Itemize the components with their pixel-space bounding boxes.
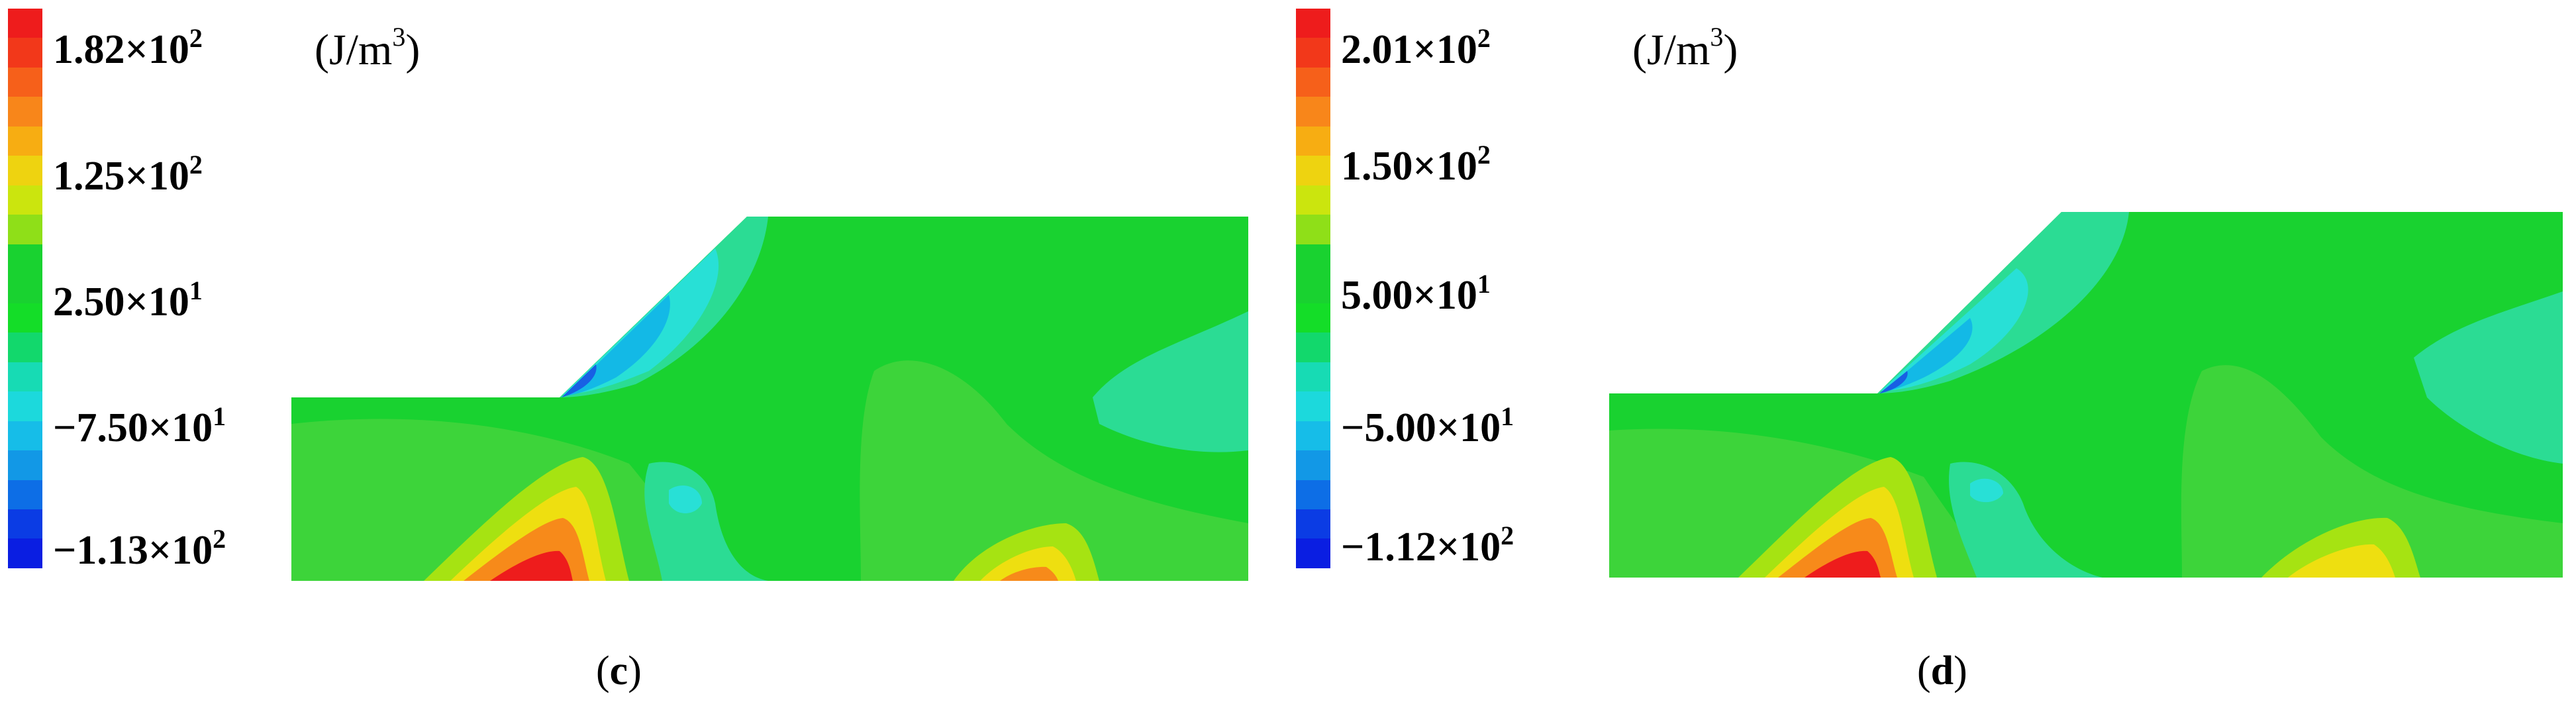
colorbar-band [8, 185, 42, 215]
colorbar-band [1296, 538, 1330, 568]
colorbar-band [1296, 509, 1330, 539]
slope-cyan-zone [563, 248, 719, 395]
teal-zone [2414, 291, 2563, 464]
colorbar-d-label-3: 5.00×101 [1341, 269, 1491, 318]
colorbar-band [8, 509, 42, 539]
colorbar-band [1296, 332, 1330, 362]
colorbar-band [8, 244, 42, 274]
colorbar-d [1296, 9, 1330, 568]
colorbar-d-label-1: 2.01×102 [1341, 23, 1491, 72]
colorbar-band [1296, 362, 1330, 392]
red-zone [490, 550, 573, 581]
colorbar-band [1296, 421, 1330, 451]
colorbar-band [8, 538, 42, 568]
colorbar-band [8, 9, 42, 38]
colorbar-band [8, 97, 42, 127]
lighter-green-zone [860, 360, 1248, 581]
panel-d: 2.01×102 1.50×102 5.00×101 −5.00×101 −1.… [1288, 0, 2576, 714]
colorbar-band [1296, 38, 1330, 68]
colorbar-band [1296, 303, 1330, 333]
colorbar-band [8, 450, 42, 480]
colorbar-d-label-4: −5.00×101 [1341, 401, 1514, 450]
caption-c: (c) [596, 648, 642, 693]
cyan-zone [669, 485, 702, 513]
colorbar-band [1296, 185, 1330, 215]
panel-c: 1.82×102 1.25×102 2.50×101 −7.50×101 −1.… [8, 9, 1248, 693]
colorbar-d-label-2: 1.50×102 [1341, 140, 1491, 189]
unit-label-c: (J/m3) [315, 22, 421, 75]
colorbar-c-label-2: 1.25×102 [53, 150, 203, 199]
colorbar-band [1296, 480, 1330, 509]
colorbar-band [8, 332, 42, 362]
colorbar-band [8, 391, 42, 421]
cyan-zone [1970, 478, 2003, 503]
red-zone [1805, 550, 1881, 578]
colorbar-band [1296, 67, 1330, 97]
colorbar-band [8, 156, 42, 185]
colorbar-band [8, 303, 42, 333]
colorbar-band [8, 480, 42, 509]
colorbar-c-label-5: −1.13×102 [53, 524, 226, 573]
colorbar-band [1296, 126, 1330, 156]
colorbar-band [8, 274, 42, 303]
slope-blue-zone [1879, 371, 1908, 393]
colorbar-band [1296, 450, 1330, 480]
contour-plot-c [291, 217, 1248, 581]
unit-label-d: (J/m3) [1632, 22, 1738, 75]
colorbar-c [8, 9, 42, 568]
colorbar-c-label-3: 2.50×101 [53, 276, 203, 325]
orange-zone [1000, 566, 1058, 581]
colorbar-c-label-1: 1.82×102 [53, 23, 203, 72]
colorbar-d-label-5: −1.12×102 [1341, 521, 1514, 570]
teal-zone [1093, 311, 1248, 452]
caption-d: (d) [1917, 648, 1967, 693]
colorbar-band [8, 67, 42, 97]
colorbar-band [1296, 391, 1330, 421]
yellow-zone [2288, 544, 2395, 578]
colorbar-band [1296, 9, 1330, 38]
colorbar-band [8, 215, 42, 244]
colorbar-band [8, 126, 42, 156]
colorbar-band [8, 421, 42, 451]
colorbar-c-label-4: −7.50×101 [53, 401, 226, 450]
contour-plot-d [1609, 212, 2563, 578]
lighter-green-zone [2181, 365, 2563, 578]
colorbar-band [1296, 156, 1330, 185]
colorbar-band [1296, 244, 1330, 274]
slope-blue-zone [562, 364, 597, 397]
colorbar-band [1296, 215, 1330, 244]
colorbar-band [1296, 97, 1330, 127]
colorbar-band [8, 362, 42, 392]
colorbar-band [8, 38, 42, 68]
slope-cyan-zone [1881, 268, 2028, 391]
colorbar-band [1296, 274, 1330, 303]
